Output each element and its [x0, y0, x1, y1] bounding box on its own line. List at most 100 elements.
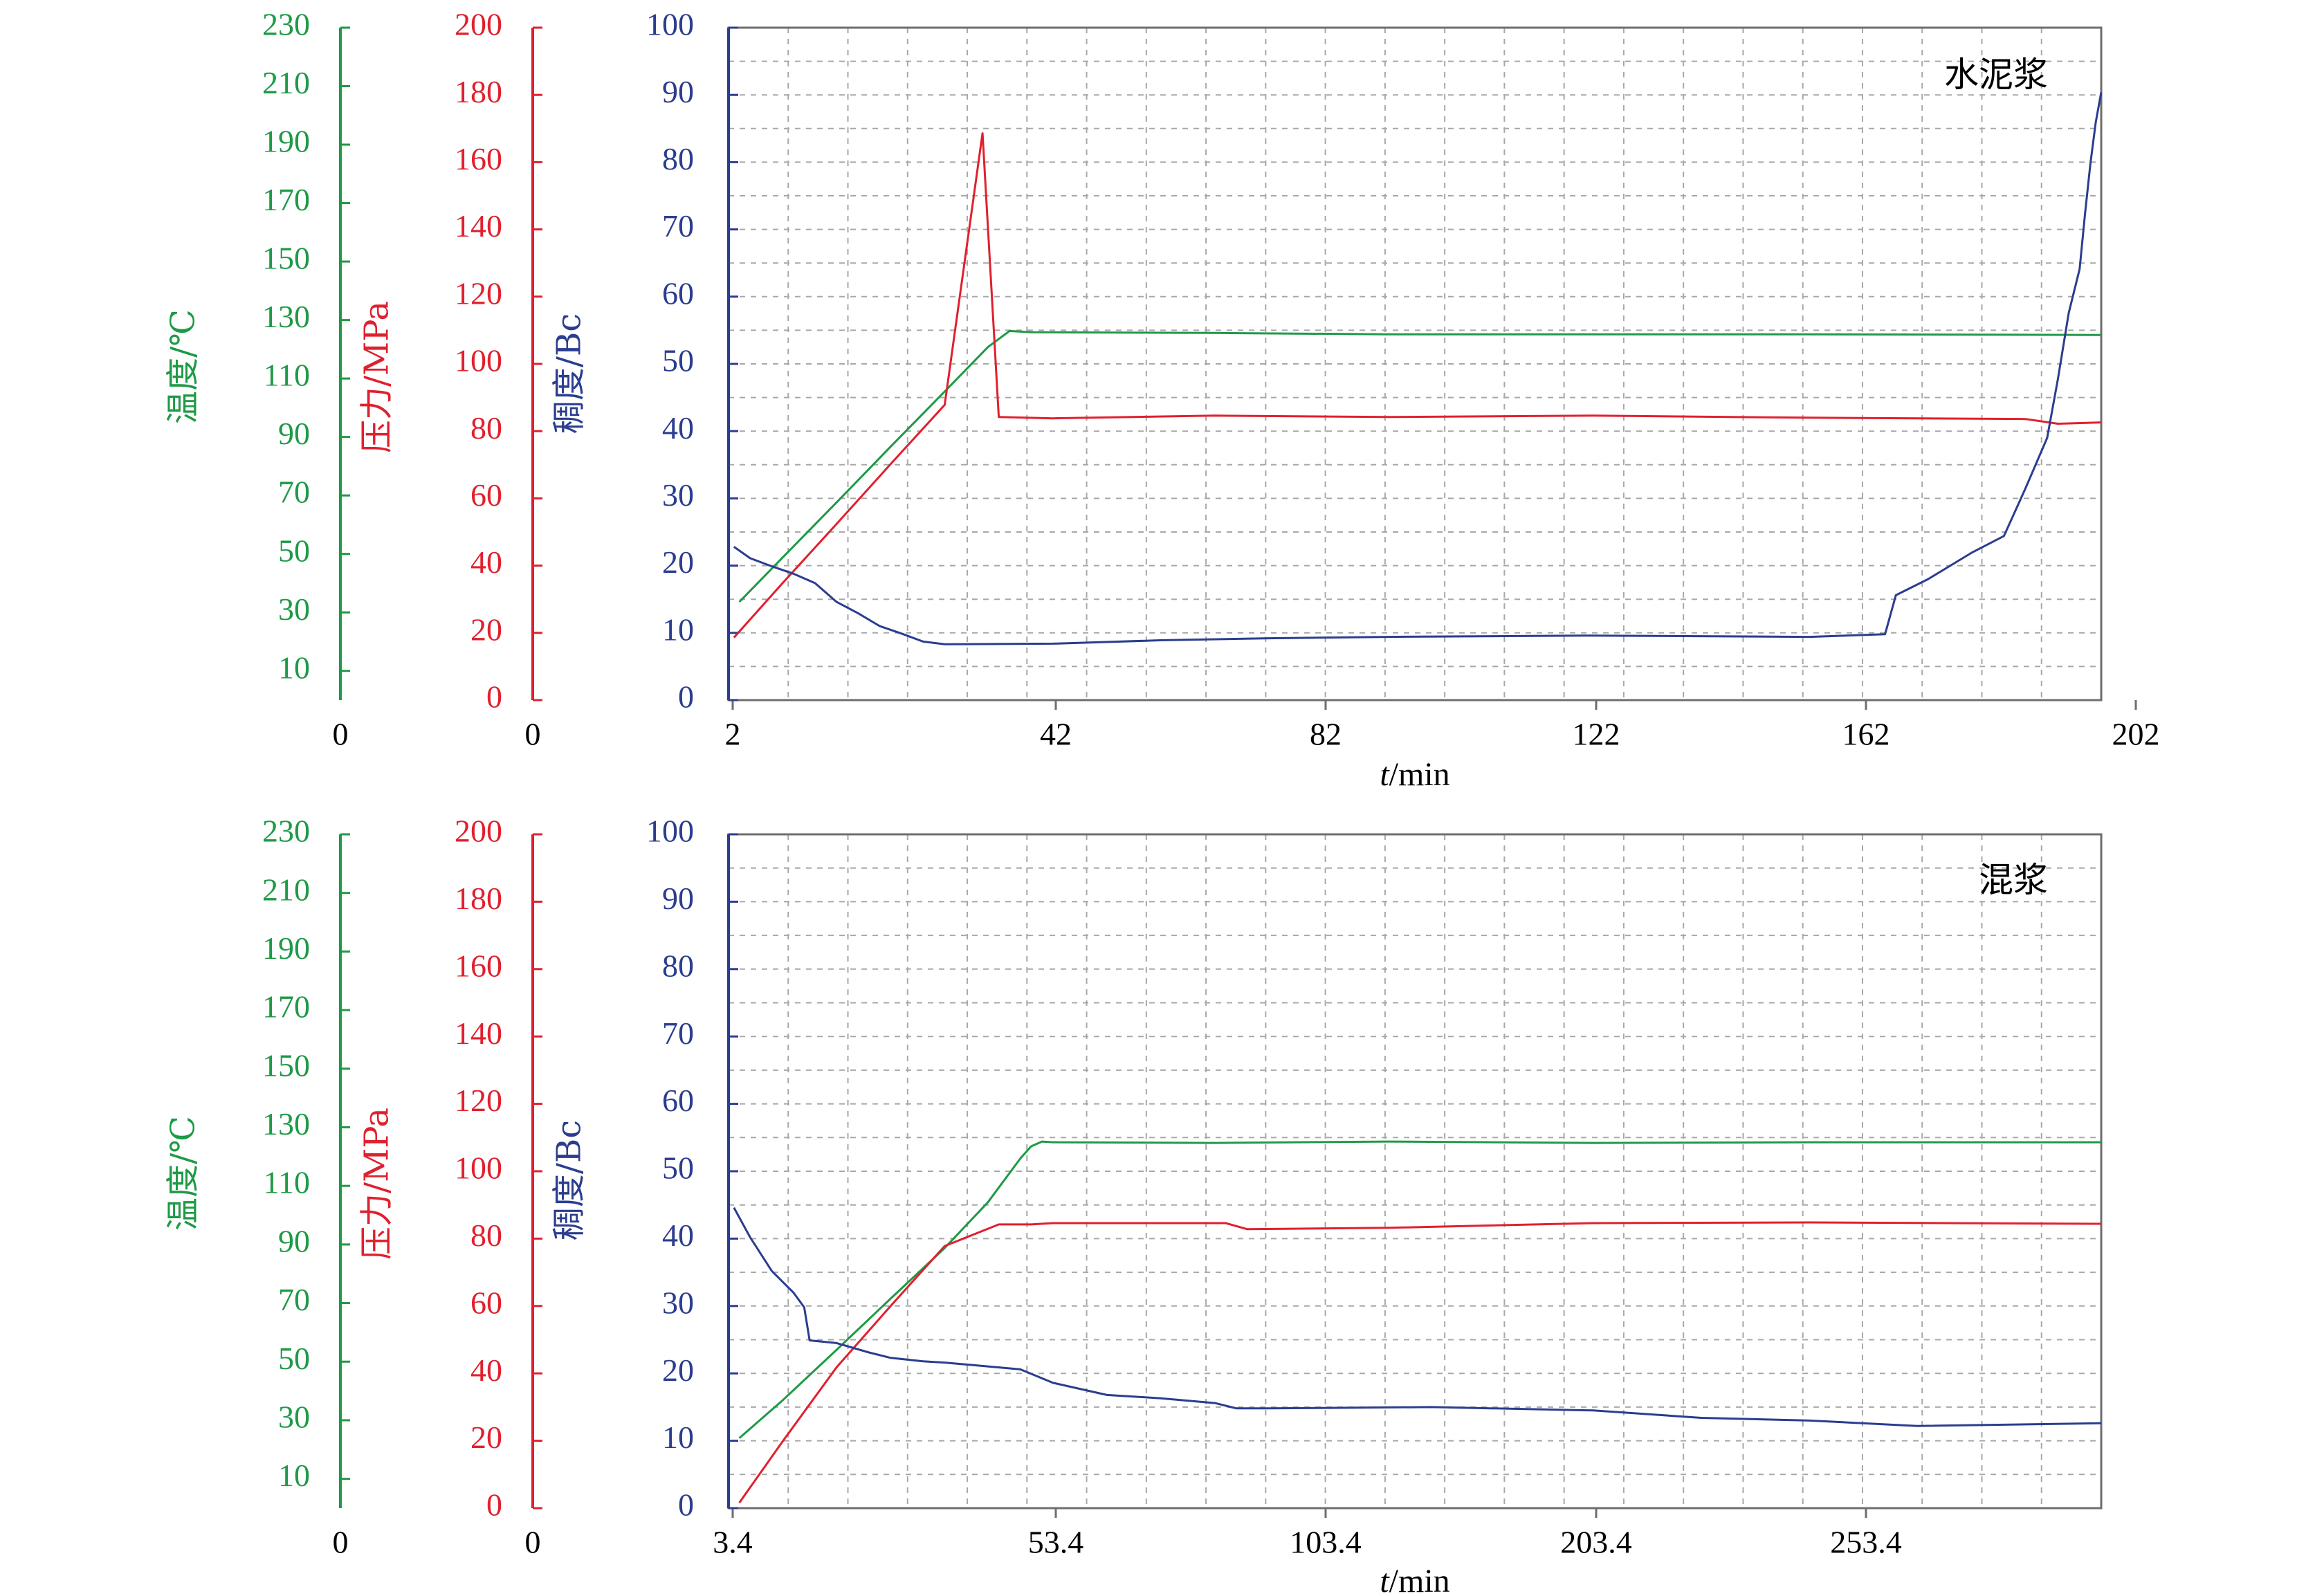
consistency-tick-label: 80: [662, 141, 694, 176]
pressure-axis: 0 20 40 60 80 100 120 140 160 180 200 0 压力/MPa: [358, 7, 542, 752]
temperature-tick-label: 10: [278, 1458, 310, 1493]
pressure-zero-label: 0: [525, 1525, 541, 1560]
consistency-axis: 0 10 20 30 40 50 60 70 80 90 100 稠度/Bc: [550, 814, 738, 1523]
temperature-tick-label: 210: [262, 872, 310, 907]
consistency-tick-label: 0: [678, 679, 694, 715]
consistency-tick-label: 30: [662, 1285, 694, 1320]
pressure-tick-label: 140: [455, 208, 502, 244]
consistency-tick-label: 60: [662, 275, 694, 311]
consistency-axis: 0 10 20 30 40 50 60 70 80 90 100 稠度/Bc: [550, 7, 738, 715]
temperature-tick-label: 30: [278, 591, 310, 627]
consistency-tick-label: 70: [662, 1016, 694, 1051]
panel-label: 混浆: [1979, 860, 2048, 900]
pressure-tick-label: 60: [470, 1285, 502, 1320]
consistency-tick-label: 90: [662, 74, 694, 109]
consistency-tick-label: 100: [646, 7, 694, 42]
pressure-tick-label: 100: [455, 343, 502, 378]
temperature-tick-label: 210: [262, 65, 310, 100]
pressure-series-line: [733, 132, 2102, 639]
x-tick-label: 253.4: [1830, 1525, 1902, 1560]
top-panel-cement-slurry: 2 42 82 122 162 202 t/min 10 30 50 70 90 110 130 150 17…: [164, 7, 2160, 793]
consistency-tick-label: 50: [662, 343, 694, 378]
consistency-series-line: [733, 92, 2103, 645]
temperature-axis-title: 温度/℃: [164, 309, 203, 424]
pressure-tick-label: 120: [455, 275, 502, 311]
pressure-tick-label: 40: [470, 1352, 502, 1388]
consistency-tick-label: 40: [662, 410, 694, 446]
consistency-tick-label: 0: [678, 1487, 694, 1523]
consistency-tick-label: 60: [662, 1083, 694, 1118]
temperature-tick-label: 70: [278, 1282, 310, 1317]
temperature-tick-label: 170: [262, 182, 310, 217]
pressure-axis-title: 压力/MPa: [358, 301, 396, 453]
consistency-tick-label: 100: [646, 814, 694, 849]
pressure-tick-label: 0: [486, 1487, 502, 1523]
temperature-tick-label: 90: [278, 416, 310, 451]
pressure-tick-label: 20: [470, 612, 502, 647]
temperature-tick-label: 130: [262, 299, 310, 334]
x-axis: 3.4 53.4 103.4 203.4 253.4: [713, 1508, 1902, 1560]
temperature-tick-label: 150: [262, 1047, 310, 1083]
consistency-tick-label: 50: [662, 1150, 694, 1186]
x-tick-label: 203.4: [1560, 1525, 1632, 1560]
pressure-series-line: [738, 1221, 2102, 1504]
temperature-tick-label: 190: [262, 124, 310, 159]
x-axis-variable: t: [1380, 1563, 1390, 1596]
grid: [729, 28, 2101, 700]
pressure-tick-label: 80: [470, 1218, 502, 1253]
consistency-tick-label: 80: [662, 948, 694, 983]
consistency-tick-label: 10: [662, 1420, 694, 1455]
pressure-tick-label: 200: [455, 814, 502, 849]
temperature-tick-label: 190: [262, 930, 310, 966]
temperature-tick-label: 150: [262, 241, 310, 276]
bottom-panel-mixed-slurry: 3.4 53.4 103.4 203.4 253.4 t/min 10 30 50 70 90 110…: [164, 814, 2103, 1596]
consistency-tick-label: 20: [662, 544, 694, 580]
pressure-tick-label: 160: [455, 141, 502, 176]
x-axis-unit: /min: [1389, 1563, 1450, 1596]
x-axis-label: t/min: [1380, 1563, 1449, 1596]
pressure-tick-label: 200: [455, 7, 502, 42]
x-axis-variable: t: [1380, 756, 1390, 793]
x-axis-unit: /min: [1389, 756, 1450, 793]
temperature-tick-label: 70: [278, 475, 310, 510]
temperature-axis: 10 30 50 70 90 110 130 150 170 190 210 230 0 温度/℃: [164, 7, 350, 752]
x-axis-label: t/min: [1380, 756, 1449, 793]
temperature-tick-label: 230: [262, 7, 310, 42]
temperature-tick-label: 230: [262, 814, 310, 849]
x-tick-label: 82: [1310, 717, 1342, 752]
pressure-tick-label: 180: [455, 74, 502, 109]
consistency-axis-title: 稠度/Bc: [550, 1120, 589, 1240]
pressure-tick-label: 80: [470, 410, 502, 446]
pressure-zero-label: 0: [525, 717, 541, 752]
temperature-tick-label: 50: [278, 1341, 310, 1376]
x-tick-label: 42: [1040, 717, 1072, 752]
temperature-tick-label: 110: [264, 1165, 310, 1200]
pressure-tick-label: 160: [455, 948, 502, 983]
x-tick-label: 53.4: [1028, 1525, 1084, 1560]
consistency-tick-label: 10: [662, 612, 694, 647]
temperature-zero-label: 0: [333, 717, 349, 752]
consistency-tick-label: 20: [662, 1352, 694, 1388]
consistency-tick-label: 90: [662, 881, 694, 916]
pressure-axis: 0 20 40 60 80 100 120 140 160 180 200 0 压力/MPa: [358, 814, 542, 1560]
consistency-series-line: [733, 1207, 2102, 1427]
x-tick-label: 122: [1573, 717, 1620, 752]
consistency-tick-label: 40: [662, 1218, 694, 1253]
x-axis: 2 42 82 122 162 202: [725, 700, 2160, 752]
x-tick-label: 162: [1842, 717, 1890, 752]
temperature-tick-label: 170: [262, 989, 310, 1025]
panel-label: 水泥浆: [1944, 55, 2048, 95]
pressure-tick-label: 100: [455, 1150, 502, 1186]
x-tick-label: 3.4: [713, 1525, 753, 1560]
temperature-tick-label: 90: [278, 1223, 310, 1258]
pressure-tick-label: 40: [470, 544, 502, 580]
pressure-tick-label: 180: [455, 881, 502, 916]
consistency-axis-title: 稠度/Bc: [550, 313, 589, 434]
consistency-tick-label: 30: [662, 477, 694, 513]
consistency-tick-label: 70: [662, 208, 694, 244]
temperature-series-line: [738, 329, 2102, 603]
temperature-tick-label: 30: [278, 1400, 310, 1435]
pressure-tick-label: 20: [470, 1420, 502, 1455]
temperature-tick-label: 110: [264, 358, 310, 393]
